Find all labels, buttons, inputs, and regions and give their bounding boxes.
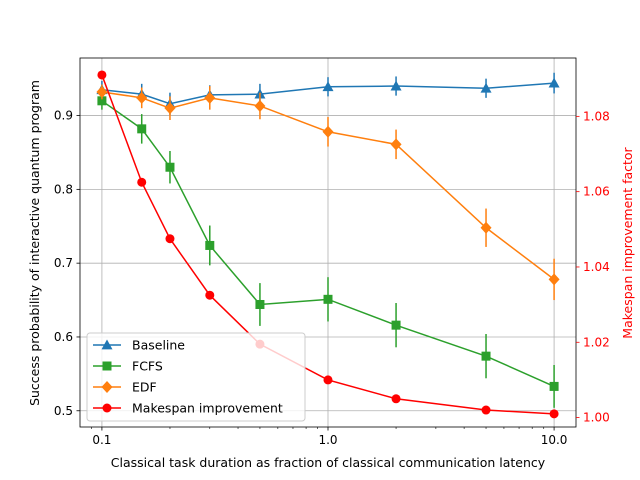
y-right-tick-label: 1.08 (583, 109, 610, 123)
data-point (391, 394, 401, 404)
legend-label: Baseline (132, 338, 185, 353)
data-point (390, 138, 402, 151)
y-right-tick-label: 1.02 (583, 335, 610, 349)
data-point (548, 273, 560, 286)
data-point (137, 124, 147, 134)
legend-marker (102, 403, 112, 413)
data-point (323, 294, 333, 304)
data-point (322, 125, 334, 138)
data-point (164, 102, 176, 115)
legend-marker (101, 381, 113, 393)
data-point (255, 299, 265, 309)
data-point (391, 320, 401, 330)
legend-label: FCFS (132, 359, 163, 374)
data-point (548, 77, 560, 88)
plot-area (96, 70, 560, 419)
legend-marker (101, 339, 113, 350)
data-point (205, 290, 215, 300)
data-point (165, 162, 175, 172)
data-point (205, 240, 215, 250)
y-axis-title: Success probability of interactive quant… (27, 80, 42, 406)
data-point (137, 177, 147, 187)
series-fcfs (97, 91, 559, 408)
legend-marker (102, 361, 112, 371)
y-tick-label: 0.9 (54, 109, 73, 123)
data-point (481, 351, 491, 361)
y-tick-label: 0.5 (54, 404, 73, 418)
data-point (323, 375, 333, 385)
data-point (549, 409, 559, 419)
y-tick-label: 0.8 (54, 182, 73, 196)
data-point (165, 234, 175, 244)
y-tick-label: 0.6 (54, 330, 73, 344)
series-edf (96, 84, 560, 301)
x-tick-label: 0.1 (92, 433, 111, 447)
legend-entry: Baseline (93, 338, 185, 353)
legend-entry: EDF (93, 380, 157, 395)
legend-box (86, 332, 306, 422)
data-point (549, 381, 559, 391)
legend: Baseline FCFS EDF Makespan improvement (86, 332, 306, 422)
y-right-tick-label: 1.06 (583, 185, 610, 199)
legend-entry: FCFS (93, 359, 163, 374)
data-point (97, 70, 107, 80)
data-point (390, 80, 402, 91)
legend-entry: Makespan improvement (93, 401, 283, 416)
legend-label: Makespan improvement (132, 401, 283, 416)
data-point (480, 221, 492, 234)
x-axis-title: Classical task duration as fraction of c… (111, 455, 546, 470)
y-axis-left: 0.5 0.6 0.7 0.8 0.9 (54, 109, 80, 418)
y-axis-right: 1.00 1.02 1.04 1.06 1.08 (576, 109, 610, 425)
x-tick-label: 10.0 (541, 433, 568, 447)
y-right-tick-label: 1.04 (583, 260, 610, 274)
legend-label: EDF (132, 380, 157, 395)
data-point (254, 99, 266, 112)
data-point (204, 91, 216, 104)
data-point (480, 82, 492, 93)
data-point (97, 96, 107, 106)
x-tick-label: 1.0 (318, 433, 337, 447)
x-axis: 0.1 1.0 10.0 (91, 427, 568, 447)
y-tick-label: 0.7 (54, 256, 73, 270)
data-point (322, 81, 334, 92)
data-point (481, 405, 491, 415)
data-point (136, 91, 148, 104)
y-right-tick-label: 1.00 (583, 411, 610, 425)
y-axis-right-title: Makespan improvement factor (620, 146, 635, 338)
data-point (96, 85, 108, 98)
